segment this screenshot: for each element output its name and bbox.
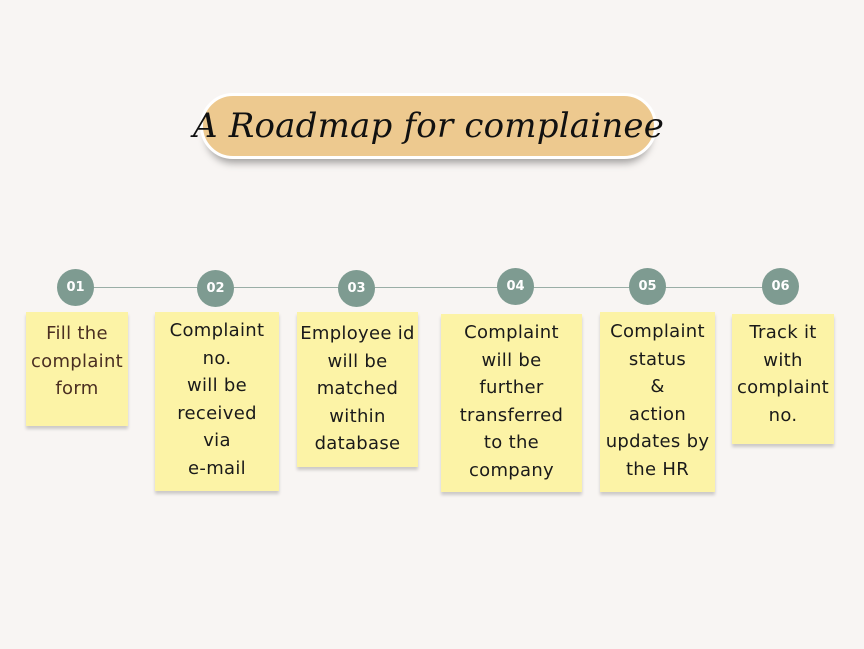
- step-node-02: 02: [197, 270, 234, 307]
- title-banner: A Roadmap for complainee: [193, 93, 664, 159]
- step-number: 01: [66, 280, 85, 295]
- step-number: 04: [506, 279, 525, 294]
- step-number: 05: [638, 279, 657, 294]
- step-number: 06: [771, 279, 790, 294]
- step-node-06: 06: [762, 268, 799, 305]
- step-number: 02: [206, 281, 225, 296]
- step-node-04: 04: [497, 268, 534, 305]
- step-note-05: Complaint status & action updates by the…: [600, 312, 715, 492]
- step-node-01: 01: [57, 269, 94, 306]
- step-note-06: Track it with complaint no.: [732, 314, 834, 444]
- step-number: 03: [347, 281, 366, 296]
- step-text: Complaint status & action updates by the…: [605, 321, 710, 480]
- step-text: Employee id will be matched within datab…: [300, 323, 415, 454]
- step-text: Track it with complaint no.: [736, 322, 830, 426]
- timeline-line: [75, 287, 781, 288]
- diagram-title: A Roadmap for complainee: [192, 106, 665, 146]
- step-note-01: Fill the complaint form: [26, 312, 128, 426]
- step-text: Fill the complaint form: [30, 323, 124, 399]
- step-note-02: Complaint no. will be received via e-mai…: [155, 312, 279, 491]
- step-text: Complaint no. will be received via e-mai…: [169, 320, 265, 479]
- step-text: Complaint will be further transferred to…: [459, 322, 564, 481]
- step-note-04: Complaint will be further transferred to…: [441, 314, 582, 492]
- step-node-05: 05: [629, 268, 666, 305]
- step-node-03: 03: [338, 270, 375, 307]
- step-note-03: Employee id will be matched within datab…: [297, 312, 418, 467]
